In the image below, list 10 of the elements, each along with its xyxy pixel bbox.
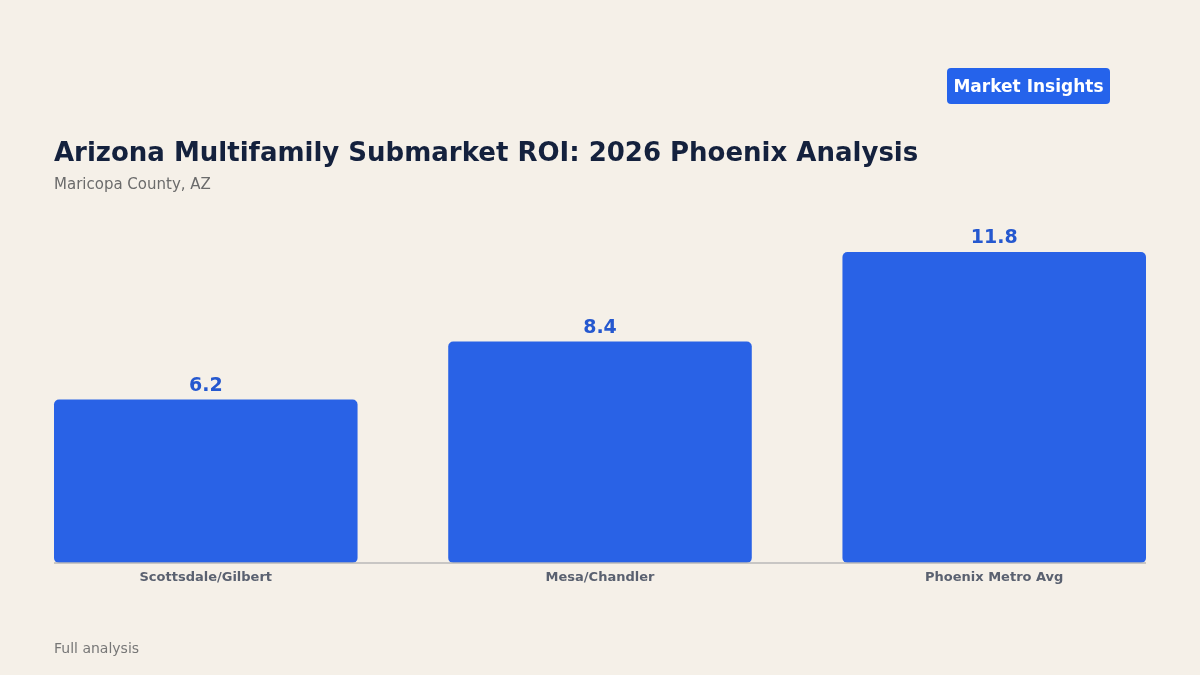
x-tick-label: Mesa/Chandler	[545, 569, 655, 584]
text: Full analysis	[54, 640, 140, 656]
x-tick-label: Scottsdale/Gilbert	[139, 569, 273, 584]
data-label: 6.2	[188, 372, 223, 395]
data-label: 11.8	[970, 225, 1018, 247]
data-label: 8.4	[583, 314, 617, 337]
text: Market Insights	[953, 76, 1104, 96]
x-tick-label: Phoenix Metro Avg	[925, 569, 1064, 584]
chart-title: Arizona Multifamily Submarket ROI: 2026 Phoenix Analysis	[54, 137, 919, 167]
chart-subtitle: Maricopa County, AZ	[54, 175, 211, 193]
